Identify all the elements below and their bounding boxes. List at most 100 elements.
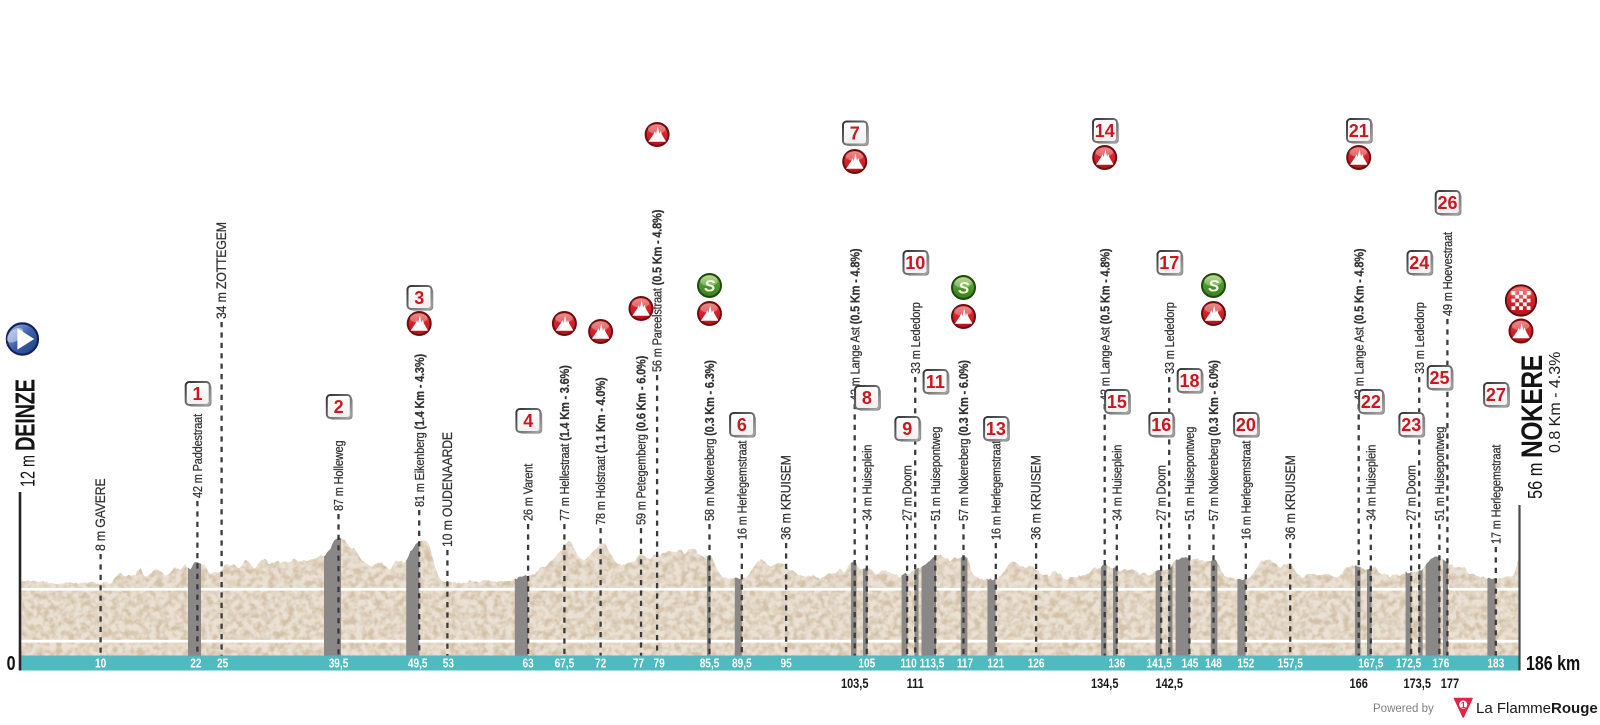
svg-text:11: 11 [926, 372, 945, 392]
svg-text:3: 3 [414, 288, 424, 308]
svg-text:17 m Herlegemstraat: 17 m Herlegemstraat [1490, 444, 1504, 544]
svg-text:16 m Herlegemstraat: 16 m Herlegemstraat [1240, 440, 1254, 540]
svg-text:72: 72 [595, 658, 606, 671]
svg-text:148: 148 [1205, 658, 1222, 671]
svg-text:27 m Doorn: 27 m Doorn [1405, 465, 1419, 521]
svg-text:56 m NOKERE: 56 m NOKERE [1515, 355, 1549, 499]
svg-text:13: 13 [986, 419, 1006, 439]
svg-text:177: 177 [1441, 676, 1459, 691]
svg-text:142,5: 142,5 [1155, 676, 1183, 691]
svg-text:79: 79 [654, 658, 665, 671]
svg-text:27 m Doorn: 27 m Doorn [1155, 465, 1169, 521]
svg-text:36 m KRUISEM: 36 m KRUISEM [1282, 455, 1298, 540]
svg-text:1: 1 [192, 384, 202, 404]
svg-text:La FlammeRouge: La FlammeRouge [1476, 700, 1598, 717]
svg-text:16 m Herlegemstraat: 16 m Herlegemstraat [990, 440, 1004, 540]
svg-text:63: 63 [523, 658, 534, 671]
svg-text:16: 16 [1151, 415, 1171, 435]
svg-text:172,5: 172,5 [1396, 658, 1422, 671]
svg-text:16 m Herlegemstraat: 16 m Herlegemstraat [736, 440, 750, 540]
svg-text:89,5: 89,5 [732, 658, 752, 671]
svg-text:110: 110 [900, 658, 916, 671]
svg-text:22: 22 [1361, 392, 1381, 412]
svg-text:77 m Hellestraat (1.4 Km - 3.6: 77 m Hellestraat (1.4 Km - 3.6%) [558, 365, 572, 521]
svg-text:2: 2 [334, 397, 344, 417]
svg-text:34 m Huiseplein: 34 m Huiseplein [1111, 445, 1125, 521]
svg-text:34 m ZOTTEGEM: 34 m ZOTTEGEM [213, 222, 229, 319]
svg-text:8: 8 [862, 388, 872, 408]
svg-text:53: 53 [443, 658, 454, 671]
svg-text:85,5: 85,5 [700, 658, 720, 671]
svg-text:15: 15 [1107, 392, 1127, 412]
svg-text:57 m Nokereberg (0.3 Km - 6.0%: 57 m Nokereberg (0.3 Km - 6.0%) [1207, 360, 1221, 521]
svg-text:10: 10 [905, 253, 925, 273]
svg-text:51 m Huisepontweg: 51 m Huisepontweg [929, 427, 943, 521]
svg-text:173,5: 173,5 [1403, 676, 1431, 691]
svg-text:36 m KRUISEM: 36 m KRUISEM [778, 455, 794, 540]
svg-text:152: 152 [1237, 658, 1254, 671]
svg-text:8 m GAVERE: 8 m GAVERE [92, 478, 108, 551]
svg-text:113,5: 113,5 [920, 658, 945, 671]
svg-text:26: 26 [1437, 193, 1457, 213]
svg-text:95: 95 [781, 658, 793, 671]
svg-text:126: 126 [1028, 658, 1045, 671]
svg-text:18: 18 [1179, 371, 1199, 391]
svg-text:136: 136 [1108, 658, 1125, 671]
svg-text:12 m DEINZE: 12 m DEINZE [10, 379, 41, 487]
svg-text:20: 20 [1236, 415, 1256, 435]
svg-text:42 m Lange Ast (0.5 Km - 4.8%): 42 m Lange Ast (0.5 Km - 4.8%) [1353, 248, 1367, 401]
svg-text:183: 183 [1487, 658, 1504, 671]
svg-text:36 m KRUISEM: 36 m KRUISEM [1028, 455, 1044, 540]
svg-text:49,5: 49,5 [408, 658, 428, 671]
svg-text:103,5: 103,5 [841, 676, 869, 691]
svg-text:10: 10 [95, 658, 106, 671]
svg-text:49 m Hoevestraat: 49 m Hoevestraat [1441, 231, 1455, 316]
svg-text:39,5: 39,5 [329, 658, 349, 671]
svg-text:25: 25 [1429, 368, 1449, 388]
svg-text:24: 24 [1409, 253, 1429, 273]
svg-text:145: 145 [1182, 658, 1199, 671]
svg-text:4: 4 [523, 411, 533, 431]
svg-text:42 m Paddestraat: 42 m Paddestraat [191, 413, 205, 498]
svg-text:14: 14 [1095, 121, 1115, 141]
svg-text:117: 117 [957, 658, 973, 671]
svg-text:6: 6 [737, 415, 747, 435]
svg-text:7: 7 [850, 123, 860, 143]
svg-text:26 m Varent: 26 m Varent [522, 463, 536, 521]
svg-text:0.8 Km - 4.3%: 0.8 Km - 4.3% [1547, 352, 1564, 453]
svg-text:51 m Huisepontweg: 51 m Huisepontweg [1183, 427, 1197, 521]
svg-text:34 m Huiseplein: 34 m Huiseplein [861, 445, 875, 521]
svg-text:1: 1 [1461, 700, 1466, 710]
svg-text:0: 0 [7, 652, 16, 674]
svg-text:59 m Petegemberg (0.6 Km - 6.0: 59 m Petegemberg (0.6 Km - 6.0%) [635, 356, 649, 525]
svg-text:78 m Holstraat (1.1 Km - 4.0%): 78 m Holstraat (1.1 Km - 4.0%) [595, 377, 609, 525]
svg-text:58 m Nokereberg (0.3 Km - 6.3%: 58 m Nokereberg (0.3 Km - 6.3%) [703, 360, 717, 521]
svg-text:51 m Huisepontweg: 51 m Huisepontweg [1433, 427, 1447, 521]
svg-text:23: 23 [1401, 415, 1421, 435]
svg-text:34 m Huiseplein: 34 m Huiseplein [1365, 445, 1379, 521]
svg-text:33 m Lededorp: 33 m Lededorp [1163, 302, 1177, 374]
svg-text:33 m Lededorp: 33 m Lededorp [909, 302, 923, 374]
svg-text:9: 9 [902, 419, 912, 439]
svg-text:57 m Nokereberg (0.3 Km - 6.0%: 57 m Nokereberg (0.3 Km - 6.0%) [957, 360, 971, 521]
svg-text:157,5: 157,5 [1278, 658, 1304, 671]
svg-text:42 m Lange Ast (0.5 Km - 4.8%): 42 m Lange Ast (0.5 Km - 4.8%) [849, 248, 863, 401]
svg-text:141,5: 141,5 [1147, 658, 1173, 671]
svg-text:25: 25 [217, 658, 229, 671]
svg-text:81 m Eikenberg (1.4 Km - 4.3%): 81 m Eikenberg (1.4 Km - 4.3%) [413, 354, 427, 507]
svg-text:17: 17 [1159, 253, 1179, 273]
svg-text:27 m Doorn: 27 m Doorn [901, 465, 915, 521]
svg-text:176: 176 [1433, 658, 1450, 671]
svg-text:134,5: 134,5 [1091, 676, 1119, 691]
svg-text:Powered by: Powered by [1373, 703, 1434, 715]
svg-text:77: 77 [633, 658, 644, 671]
svg-text:42 m Lange Ast (0.5 Km - 4.8%): 42 m Lange Ast (0.5 Km - 4.8%) [1099, 248, 1113, 401]
svg-text:10 m OUDENAARDE: 10 m OUDENAARDE [439, 432, 455, 547]
svg-text:27: 27 [1486, 385, 1506, 405]
svg-text:67,5: 67,5 [555, 658, 575, 671]
svg-text:56 m Pareelstraat (0.5 Km - 4.: 56 m Pareelstraat (0.5 Km - 4.8%) [651, 210, 665, 372]
svg-text:105: 105 [858, 658, 875, 671]
svg-text:186 km: 186 km [1526, 652, 1580, 674]
svg-text:167,5: 167,5 [1358, 658, 1384, 671]
svg-text:121: 121 [987, 658, 1004, 671]
